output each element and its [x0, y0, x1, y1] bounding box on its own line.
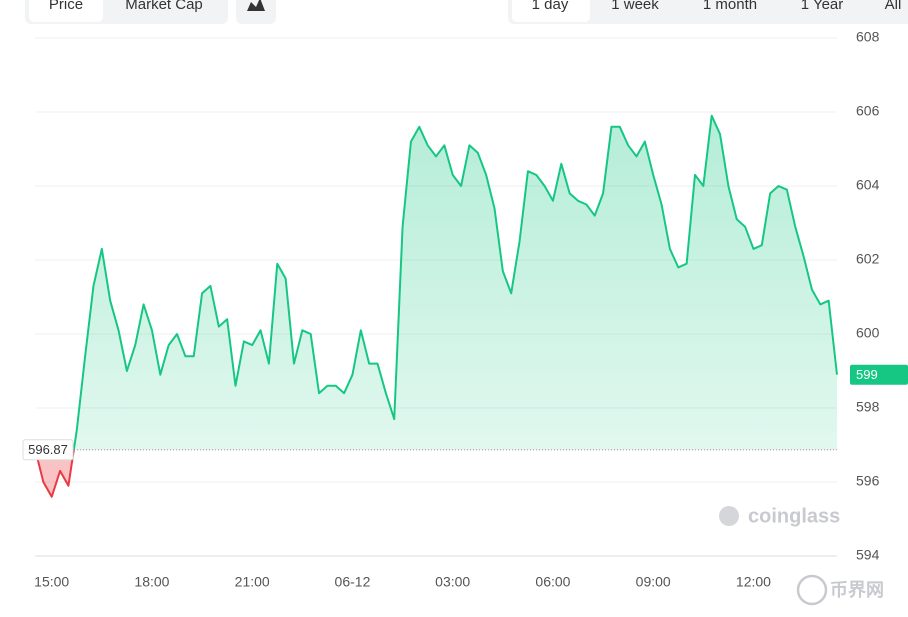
- view-button[interactable]: Market Cap: [125, 0, 203, 13]
- baseline-label: 596.87: [28, 442, 68, 457]
- price-line-up: [34, 114, 838, 450]
- y-tick-label: 608: [856, 29, 880, 45]
- plot: 594 596 598 600 602 604 606 608 15:00 18:00 21:00 0…: [22, 29, 908, 590]
- x-tick-label: 15:00: [34, 574, 69, 590]
- corner-logo: 币界网: [796, 574, 884, 606]
- range-button[interactable]: 1 week: [611, 0, 659, 13]
- y-tick-label: 598: [856, 399, 880, 415]
- x-tick-label: 03:00: [435, 574, 470, 590]
- x-tick-label: 18:00: [134, 574, 169, 590]
- range-button[interactable]: 1 month: [703, 0, 757, 13]
- range-active: [512, 0, 590, 22]
- baseline-label-box: [22, 439, 74, 461]
- x-tick-label: 12:00: [736, 574, 771, 590]
- last-price-box: [850, 364, 908, 385]
- chart-type-button[interactable]: [236, 0, 276, 24]
- x-tick-label: 06-12: [335, 574, 371, 590]
- watermark-text: coinglass: [748, 505, 840, 527]
- last-price-label: 599: [856, 367, 878, 382]
- y-tick-label: 604: [856, 177, 880, 193]
- y-tick-label: 606: [856, 103, 880, 119]
- chart-icon: [247, 0, 265, 11]
- range-toggle: [508, 0, 908, 24]
- y-tick-label: 600: [856, 325, 880, 341]
- corner-logo-text: 币界网: [830, 580, 884, 600]
- range-button[interactable]: 1 Year: [801, 0, 844, 13]
- view-active: [29, 0, 103, 22]
- x-tick-label: 21:00: [235, 574, 270, 590]
- watermark: coinglass: [719, 505, 840, 527]
- y-tick-label: 602: [856, 251, 880, 267]
- range-button[interactable]: 1 day: [532, 0, 569, 13]
- y-tick-label: 596: [856, 473, 880, 489]
- x-tick-label: 09:00: [636, 574, 671, 590]
- view-button[interactable]: Price: [49, 0, 83, 13]
- x-tick-label: 06:00: [535, 574, 570, 590]
- area-up: [35, 115, 837, 450]
- range-button[interactable]: All: [885, 0, 902, 13]
- y-tick-label: 594: [856, 547, 880, 563]
